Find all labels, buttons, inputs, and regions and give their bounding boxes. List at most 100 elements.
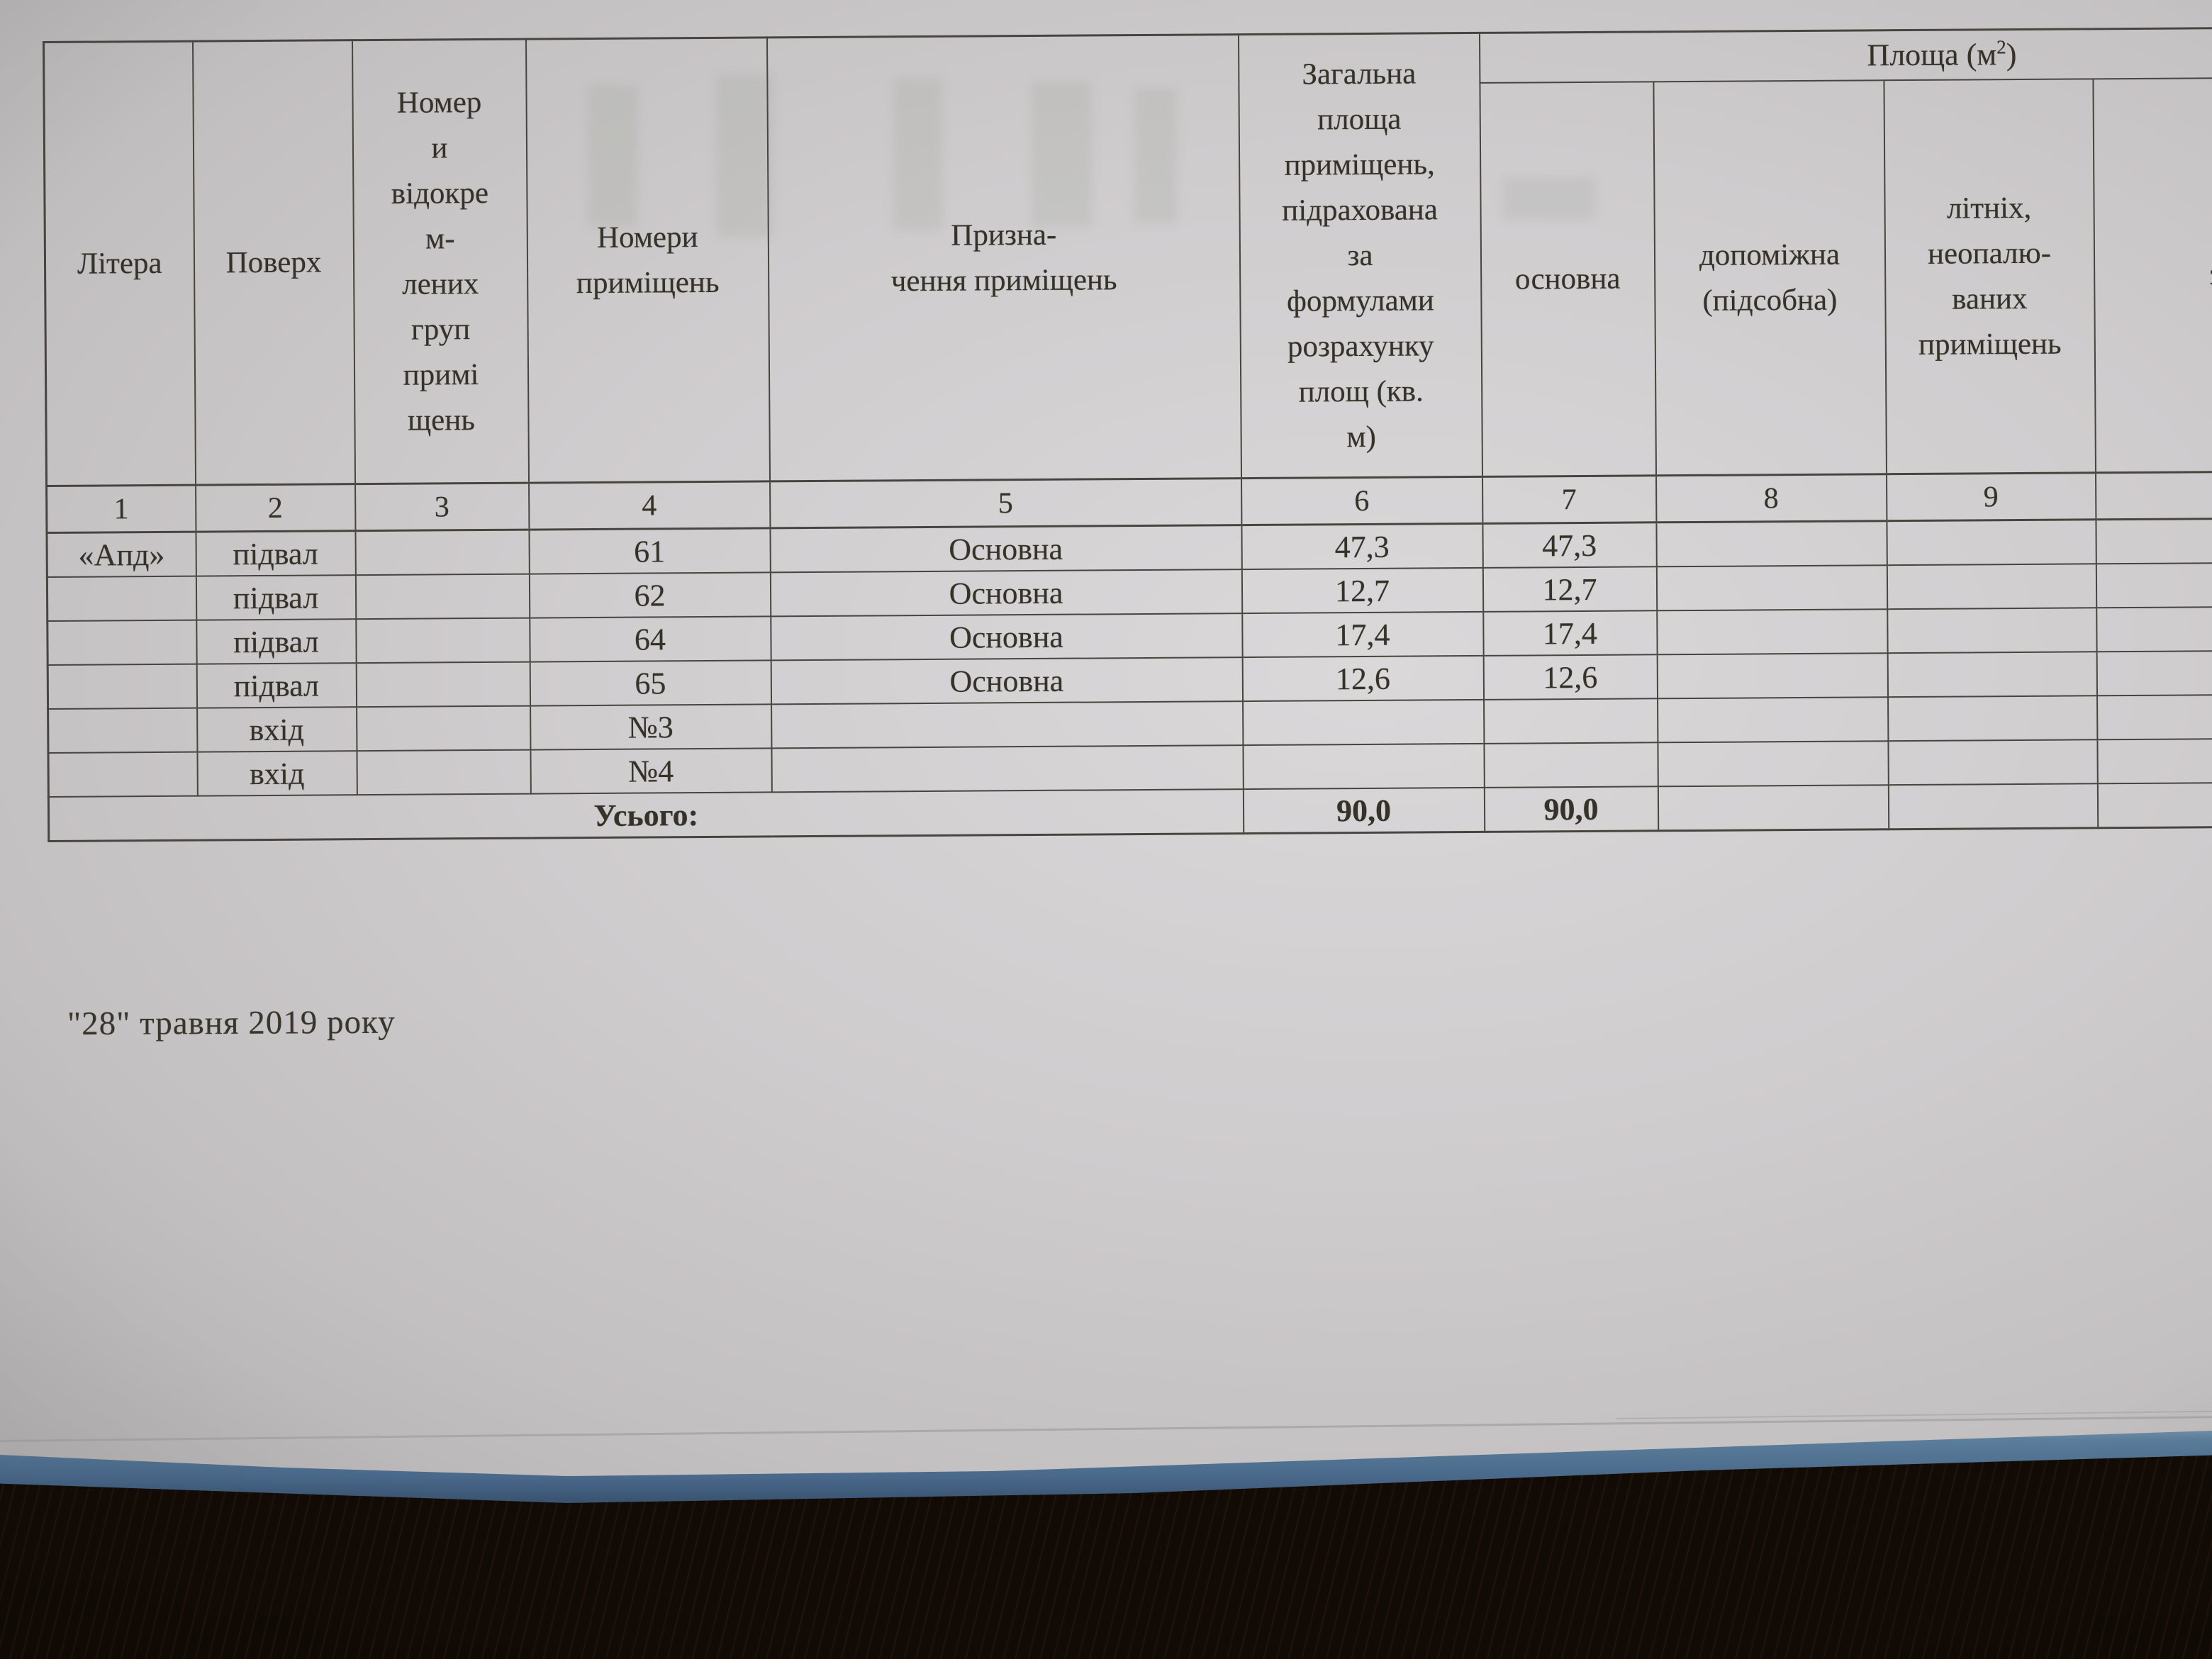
data-cell: вхід bbox=[196, 751, 357, 796]
data-cell: 61 bbox=[528, 527, 771, 574]
data-cell bbox=[1483, 698, 1658, 744]
data-cell bbox=[1887, 564, 2096, 610]
data-cell bbox=[354, 530, 530, 576]
data-cell: 17,4 bbox=[1482, 610, 1658, 656]
column-number: 5 bbox=[769, 478, 1241, 528]
header-text: Загальна площа приміщень, підрахована за… bbox=[1282, 56, 1439, 454]
header-text: Номери приміщень bbox=[576, 220, 720, 300]
data-cell: 47,3 bbox=[1241, 523, 1483, 570]
data-cell bbox=[1887, 696, 2097, 742]
data-cell bbox=[2096, 605, 2212, 652]
bleed-through-artifact bbox=[893, 78, 943, 230]
data-cell bbox=[356, 705, 530, 752]
data-cell: підвал bbox=[195, 530, 356, 576]
data-cell: Основна bbox=[771, 657, 1243, 705]
total-label: Усього: bbox=[48, 789, 1244, 842]
column-number: 4 bbox=[528, 481, 770, 530]
bleed-through-artifact bbox=[588, 85, 638, 227]
header-cell-litnikh: літніх, неопалю- ваних приміщень bbox=[1883, 79, 2096, 474]
data-cell bbox=[48, 752, 198, 797]
data-cell bbox=[1657, 741, 1889, 787]
data-cell bbox=[1656, 565, 1887, 611]
data-cell bbox=[771, 701, 1243, 749]
data-cell: 62 bbox=[529, 572, 771, 618]
premises-area-table: Літера Поверх Номер и відокре м- лених г… bbox=[43, 26, 2212, 842]
data-cell: підвал bbox=[196, 575, 356, 620]
area-group-label: Площа (м bbox=[1867, 37, 1997, 73]
data-cell bbox=[355, 574, 530, 620]
header-text: основна bbox=[1514, 262, 1621, 296]
total-value: 90,0 bbox=[1484, 786, 1658, 832]
data-cell bbox=[48, 664, 197, 709]
area-group-label: ) bbox=[2006, 37, 2017, 72]
header-cell-poverkh: Поверх bbox=[192, 40, 355, 486]
data-cell: вхід bbox=[196, 707, 357, 752]
data-cell: підвал bbox=[196, 663, 357, 708]
data-cell: «Апд» bbox=[46, 532, 196, 577]
header-text: Номер и відокре м- лених груп примі щень bbox=[391, 85, 489, 437]
data-cell bbox=[1657, 653, 1888, 699]
data-cell bbox=[1242, 743, 1485, 790]
data-cell: 12,7 bbox=[1482, 566, 1657, 612]
data-cell bbox=[1657, 697, 1888, 743]
data-cell bbox=[2096, 737, 2212, 784]
data-cell bbox=[1887, 739, 2098, 786]
header-text: допоміжна (підсобна) bbox=[1699, 238, 1840, 318]
data-cell bbox=[2096, 562, 2212, 608]
data-cell bbox=[1656, 609, 1888, 655]
data-cell bbox=[771, 745, 1244, 793]
header-cell-dopomizhna: допоміжна (підсобна) bbox=[1653, 80, 1887, 476]
data-cell: 17,4 bbox=[1241, 611, 1484, 658]
data-cell: 47,3 bbox=[1482, 522, 1657, 568]
column-number: 8 bbox=[1655, 474, 1887, 523]
data-cell: 12,7 bbox=[1241, 567, 1483, 614]
bleed-through-artifact bbox=[1032, 82, 1092, 227]
data-cell bbox=[1242, 699, 1484, 746]
column-number: 6 bbox=[1241, 476, 1482, 525]
header-cell-area-group: Площа (м2) bbox=[1479, 26, 2212, 83]
data-cell: 12,6 bbox=[1483, 654, 1658, 700]
column-number: 2 bbox=[195, 484, 355, 532]
data-cell: підвал bbox=[196, 619, 357, 664]
data-cell bbox=[2096, 649, 2212, 696]
data-cell: Основна bbox=[770, 613, 1243, 661]
data-cell bbox=[356, 661, 530, 708]
column-number: 1 bbox=[46, 485, 196, 533]
column-number: 3 bbox=[354, 483, 529, 531]
total-value: 90,0 bbox=[1243, 787, 1485, 834]
total-value bbox=[1658, 785, 1889, 831]
total-value bbox=[2097, 781, 2212, 828]
data-cell: 65 bbox=[530, 660, 771, 706]
data-cell bbox=[2096, 693, 2212, 740]
data-cell bbox=[47, 620, 197, 665]
column-number: 7 bbox=[1482, 475, 1656, 524]
bleed-through-artifact bbox=[1134, 89, 1177, 223]
data-cell bbox=[355, 618, 530, 664]
header-cell-nomer-grup: Номер и відокре м- лених груп примі щень bbox=[352, 39, 529, 484]
header-text: Літера bbox=[77, 246, 162, 281]
data-cell bbox=[356, 749, 531, 795]
bleed-through-artifact bbox=[1503, 177, 1595, 220]
header-text: Поверх bbox=[225, 245, 322, 279]
header-cell-nomery-prymishchen: Номери приміщень bbox=[525, 37, 770, 484]
data-cell: №3 bbox=[530, 704, 771, 750]
header-cell-pryznachennia: Призна- чення приміщень bbox=[766, 34, 1241, 481]
data-cell bbox=[1886, 519, 2096, 566]
data-cell: Основна bbox=[769, 525, 1242, 573]
header-cell-litera: Літера bbox=[43, 41, 196, 486]
data-cell bbox=[47, 576, 196, 621]
header-cell-osnovna: основна bbox=[1479, 82, 1656, 477]
data-cell: №4 bbox=[530, 748, 772, 794]
area-group-superscript: 2 bbox=[1996, 36, 2006, 58]
data-cell bbox=[1887, 608, 2097, 654]
column-number: 9 bbox=[1886, 472, 2096, 521]
date-line: "28" травня 2019 року bbox=[67, 1003, 396, 1043]
column-number: 10 bbox=[2095, 470, 2212, 520]
header-cell-zagalnogo-korystuvannia: пло примі загаль корис ван bbox=[2092, 77, 2212, 473]
header-text: Призна- чення приміщень bbox=[890, 218, 1117, 298]
data-cell bbox=[2095, 517, 2212, 564]
data-cell bbox=[48, 708, 197, 753]
header-cell-zagalna-ploshcha: Загальна площа приміщень, підрахована за… bbox=[1238, 33, 1482, 479]
